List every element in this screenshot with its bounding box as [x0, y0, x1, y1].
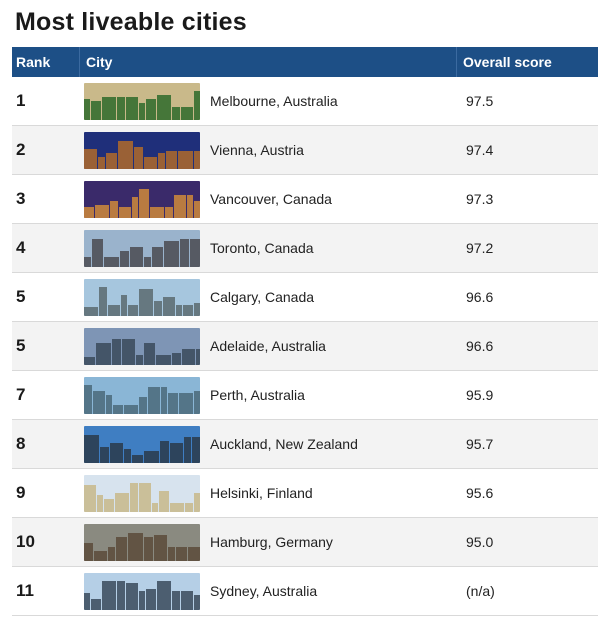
page-title: Most liveable cities: [15, 8, 247, 36]
table-row: 5 Adelaide, Australia 96.6: [12, 322, 598, 371]
score-cell: (n/a): [466, 583, 495, 599]
table-row: 4 Toronto, Canada 97.2: [12, 224, 598, 273]
city-cell: Vancouver, Canada: [210, 191, 332, 207]
score-cell: 97.5: [466, 93, 494, 109]
city-cell: Helsinki, Finland: [210, 485, 313, 501]
rank-cell: 4: [16, 238, 26, 257]
rank-column-header: Rank: [16, 54, 51, 70]
rank-cell: 2: [16, 140, 26, 159]
rank-cell: 8: [16, 434, 26, 453]
rank-cell: 10: [16, 532, 35, 551]
skyline-photo: [84, 376, 200, 414]
city-cell: Melbourne, Australia: [210, 93, 338, 109]
score-cell: 95.6: [466, 485, 494, 501]
rank-cell: 3: [16, 189, 26, 208]
score-cell: 95.7: [466, 436, 494, 452]
rank-cell: 1: [16, 91, 26, 110]
city-cell: Adelaide, Australia: [210, 338, 326, 354]
score-cell: 97.4: [466, 142, 494, 158]
table-row: 8 Auckland, New Zealand 95.7: [12, 420, 598, 469]
city-cell: Auckland, New Zealand: [210, 436, 358, 452]
city-cell: Vienna, Austria: [210, 142, 304, 158]
palace-photo: [84, 131, 200, 169]
city-cell: Toronto, Canada: [210, 240, 314, 256]
score-column-header: Overall score: [456, 47, 598, 77]
score-cell: 96.6: [466, 338, 494, 354]
table-row: 10 Hamburg, Germany 95.0: [12, 518, 598, 567]
skyline-photo: [84, 425, 200, 463]
table-row: 3 Vancouver, Canada 97.3: [12, 175, 598, 224]
skyline-photo: [84, 229, 200, 267]
table-row: 2 Vienna, Austria 97.4: [12, 126, 598, 175]
score-cell: 97.2: [466, 240, 494, 256]
table-header: Rank City Overall score: [12, 47, 598, 77]
city-cell: Perth, Australia: [210, 387, 305, 403]
score-cell: 97.3: [466, 191, 494, 207]
tram-photo: [84, 82, 200, 120]
city-cell: Calgary, Canada: [210, 289, 315, 305]
skyline-photo: [84, 278, 200, 316]
table-row: 5 Calgary, Canada 96.6: [12, 273, 598, 322]
table-row: 7 Perth, Australia 95.9: [12, 371, 598, 420]
rank-cell: 7: [16, 385, 26, 404]
city-column-header: City: [79, 47, 456, 77]
aerial-city-photo: [84, 523, 200, 561]
table-row: 9 Helsinki, Finland 95.6: [12, 469, 598, 518]
score-cell: 96.6: [466, 289, 494, 305]
table-row: 1 Melbourne, Australia 97.5: [12, 77, 598, 126]
score-cell: 95.9: [466, 387, 494, 403]
bridge-photo: [84, 572, 200, 610]
city-cell: Sydney, Australia: [210, 583, 318, 599]
table-body: 1 Melbourne, Australia 97.5 2 Vienna, Austri…: [12, 77, 598, 616]
cathedral-photo: [84, 474, 200, 512]
skyline-photo: [84, 327, 200, 365]
table-row: 11 Sydney, Australia (n/a): [12, 567, 598, 616]
rank-cell: 5: [16, 336, 26, 355]
city-cell: Hamburg, Germany: [210, 534, 333, 550]
cities-table: Rank City Overall score 1 Melbourne, Aust…: [12, 47, 598, 616]
night-skyline-photo: [84, 180, 200, 218]
rank-cell: 5: [16, 287, 26, 306]
rank-cell: 11: [16, 581, 34, 600]
rank-cell: 9: [16, 483, 26, 502]
score-cell: 95.0: [466, 534, 494, 550]
